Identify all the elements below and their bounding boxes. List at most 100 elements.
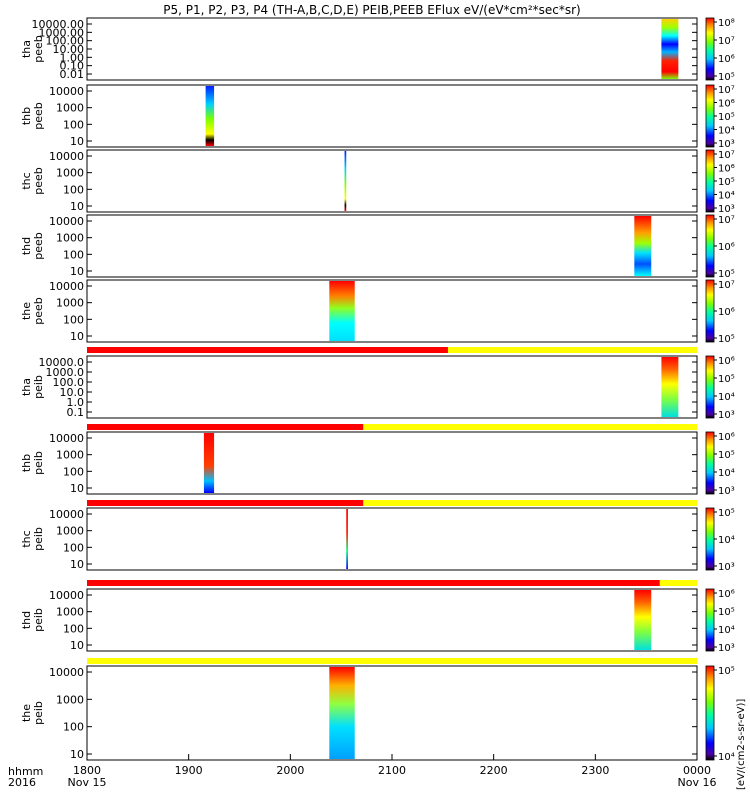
- x-tick-label: 2200: [480, 764, 508, 777]
- panel-label-product: peeb: [32, 232, 45, 260]
- panel-thb-peeb: 10000 1000 100 10 thb peeb 10⁷ 10⁶ 10⁵ 10⁴ 10³: [20, 84, 735, 150]
- colorbar-tick-label: 10⁵: [718, 72, 735, 83]
- colorbar: [705, 17, 715, 81]
- x-tick-date: Nov 15: [68, 776, 107, 789]
- y-tick-label: 10000: [49, 432, 84, 445]
- colorbar: [705, 214, 715, 278]
- colorbar-tick-label: 10⁵: [718, 450, 735, 461]
- spectrogram-block: [205, 86, 215, 146]
- y-tick-label: 10000: [49, 85, 84, 98]
- colorbar-tick-label: 10⁴: [718, 535, 735, 546]
- y-tick-label: 10: [70, 200, 84, 213]
- y-tick-label: 1.0: [67, 396, 85, 409]
- spectrogram-block: [634, 590, 652, 650]
- panel-label-probe: thc: [20, 530, 33, 547]
- y-tick-label: 1000: [56, 167, 84, 180]
- panel-frame: [86, 665, 698, 761]
- panel-label-probe: thc: [20, 172, 33, 189]
- colorbar: [705, 507, 715, 571]
- panel-label-product: peib: [32, 451, 45, 475]
- colorbar: [705, 84, 715, 148]
- colorbar-tick-label: 10⁴: [718, 392, 735, 403]
- colorbar: [705, 149, 715, 213]
- colorbar-tick-label: 10⁷: [718, 215, 735, 226]
- y-tick-label: 10.0: [60, 386, 85, 399]
- colorbar-tick-label: 10⁵: [718, 269, 735, 280]
- panel-the-peib: 10000 1000 100 10 the peib 10⁵ 10⁴: [20, 658, 735, 763]
- panel-frame: [86, 507, 698, 571]
- status-bar-red: [87, 580, 660, 586]
- corner-label-hhmm: hhmm: [8, 765, 43, 778]
- y-tick-label: 10: [70, 135, 84, 148]
- panel-frame: [86, 84, 698, 148]
- colorbar-tick-label: 10⁶: [718, 432, 735, 443]
- colorbar-tick-label: 10⁷: [718, 85, 735, 96]
- corner-label-year: 2016: [8, 776, 36, 789]
- panel-label-product: peib: [32, 527, 45, 551]
- y-tick-label: 10: [70, 748, 84, 761]
- panel-label-product: peib: [32, 701, 45, 725]
- panel-frame: [86, 279, 698, 343]
- x-tick-label: 2300: [581, 764, 609, 777]
- panel-label-product: peeb: [32, 102, 45, 130]
- y-tick-label: 1000.00: [39, 26, 85, 39]
- colorbar-tick-label: 10⁷: [718, 280, 735, 291]
- panel-thb-peib: 10000 1000 100 10 thb peib 10⁶ 10⁵ 10⁴ 10³: [20, 424, 735, 497]
- colorbar-tick-label: 10⁴: [718, 126, 735, 137]
- spectrogram-block: [661, 357, 679, 417]
- panel-label-product: peeb: [32, 35, 45, 63]
- panel-frame: [86, 17, 698, 81]
- colorbar-tick-label: 10⁵: [718, 334, 735, 345]
- y-tick-label: 10000: [49, 589, 84, 602]
- y-tick-label: 100.0: [53, 376, 85, 389]
- y-tick-label: 10: [70, 482, 84, 495]
- colorbar-tick-label: 10⁴: [718, 191, 735, 202]
- colorbar-unit-label: [eV/(cm2-s-sr-eV)]: [736, 699, 747, 790]
- colorbar: [705, 588, 715, 652]
- y-tick-label: 100.00: [46, 35, 85, 48]
- colorbar-tick-label: 10⁶: [718, 164, 735, 175]
- colorbar-tick-label: 10³: [718, 410, 735, 421]
- panel-frame: [86, 431, 698, 495]
- y-tick-label: 0.01: [60, 68, 85, 81]
- panel-frame: [86, 355, 698, 419]
- x-tick-label: 1900: [175, 764, 203, 777]
- y-tick-label: 10000.0: [39, 356, 85, 369]
- colorbar: [705, 431, 715, 495]
- colorbar: [705, 665, 715, 761]
- panel-thc-peeb: 10000 1000 100 10 thc peeb 10⁷ 10⁶ 10⁵ 10⁴ 10³: [20, 149, 735, 215]
- x-tick-label: 2100: [378, 764, 406, 777]
- colorbar-tick-label: 10⁵: [718, 374, 735, 385]
- colorbar-tick-label: 10⁶: [718, 356, 735, 367]
- colorbar-tick-label: 10³: [718, 204, 735, 215]
- status-bar-yellow: [87, 658, 697, 664]
- status-bar-yellow: [87, 500, 697, 506]
- colorbar: [705, 279, 715, 343]
- status-bar-red: [87, 424, 364, 430]
- y-tick-label: 100: [63, 183, 84, 196]
- panel-the-peeb: 10000 1000 100 10 the peeb 10⁷ 10⁶ 10⁵: [20, 279, 735, 345]
- status-bar-yellow: [87, 424, 697, 430]
- colorbar-tick-label: 10⁶: [718, 242, 735, 253]
- y-tick-label: 100: [63, 721, 84, 734]
- colorbar: [705, 355, 715, 419]
- figure-title: P5, P1, P2, P3, P4 (TH-A,B,C,D,E) PEIB,P…: [163, 3, 580, 17]
- spectrogram-block: [344, 151, 347, 211]
- colorbar-tick-label: 10⁵: [718, 508, 735, 519]
- colorbar-tick-label: 10⁴: [718, 752, 735, 763]
- panel-frame: [86, 214, 698, 278]
- y-tick-label: 1000: [56, 232, 84, 245]
- colorbar-tick-label: 10³: [718, 486, 735, 497]
- y-tick-label: 1000: [56, 449, 84, 462]
- y-tick-label: 0.10: [60, 60, 85, 73]
- y-tick-label: 100: [63, 622, 84, 635]
- y-tick-label: 1000: [56, 693, 84, 706]
- y-tick-label: 10: [70, 639, 84, 652]
- spectrogram-block: [329, 667, 355, 759]
- y-tick-label: 10000: [49, 150, 84, 163]
- panel-thc-peib: 10000 1000 100 10 thc peib 10⁵ 10⁴ 10³: [20, 500, 735, 573]
- y-tick-label: 100: [63, 118, 84, 131]
